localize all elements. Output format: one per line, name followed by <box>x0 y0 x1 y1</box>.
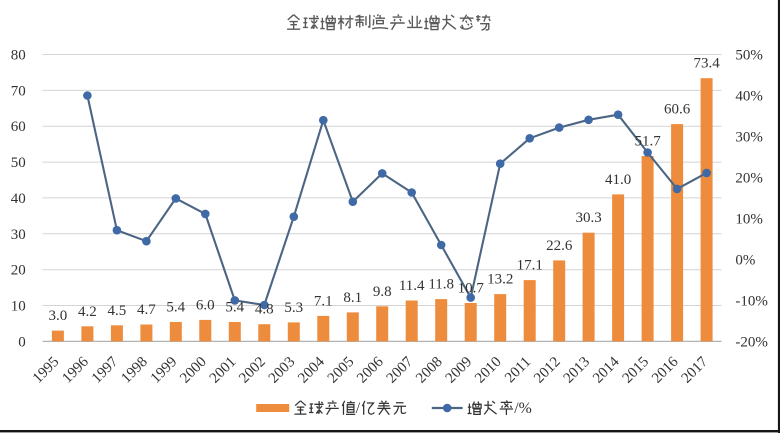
svg-text:40%: 40% <box>735 89 763 105</box>
svg-text:80: 80 <box>11 48 26 64</box>
svg-text:9.8: 9.8 <box>373 284 392 300</box>
svg-text:/%: /% <box>514 400 532 417</box>
svg-text:41.0: 41.0 <box>605 172 631 188</box>
svg-text:20%: 20% <box>735 171 763 187</box>
svg-text:4.5: 4.5 <box>108 303 127 319</box>
svg-text:11.4: 11.4 <box>399 278 425 294</box>
svg-text:30.3: 30.3 <box>575 210 601 226</box>
svg-text:5.3: 5.3 <box>284 300 303 316</box>
svg-text:-10%: -10% <box>735 293 768 309</box>
svg-text:10.7: 10.7 <box>458 281 485 297</box>
svg-text:50: 50 <box>11 155 26 171</box>
svg-text:7.1: 7.1 <box>314 293 333 309</box>
svg-text:40: 40 <box>11 191 26 207</box>
svg-text:70: 70 <box>11 83 26 99</box>
svg-text:8.1: 8.1 <box>343 290 362 306</box>
svg-text:5.4: 5.4 <box>166 300 185 316</box>
svg-text:0: 0 <box>18 334 26 350</box>
svg-text:50%: 50% <box>735 48 763 64</box>
svg-text:3.0: 3.0 <box>49 308 68 324</box>
svg-text:51.7: 51.7 <box>634 134 661 150</box>
svg-text:5.4: 5.4 <box>225 300 244 316</box>
svg-text:20: 20 <box>11 263 26 279</box>
svg-text:17.1: 17.1 <box>517 258 543 274</box>
svg-text:6.0: 6.0 <box>196 297 215 313</box>
svg-text:11.8: 11.8 <box>428 277 454 293</box>
svg-text:4.8: 4.8 <box>255 302 274 318</box>
svg-text:10: 10 <box>11 299 26 315</box>
svg-text:73.4: 73.4 <box>693 56 720 72</box>
svg-text:60.6: 60.6 <box>664 102 691 118</box>
svg-text:4.7: 4.7 <box>137 302 156 318</box>
svg-text:4.2: 4.2 <box>78 304 97 320</box>
svg-text:0%: 0% <box>735 252 755 268</box>
svg-text:30%: 30% <box>735 130 763 146</box>
svg-text:10%: 10% <box>735 211 763 227</box>
svg-text:/: / <box>356 400 361 417</box>
svg-text:30: 30 <box>11 227 26 243</box>
svg-text:-20%: -20% <box>735 334 768 350</box>
svg-text:60: 60 <box>11 119 26 135</box>
svg-text:13.2: 13.2 <box>487 272 513 288</box>
svg-text:22.6: 22.6 <box>546 238 573 254</box>
